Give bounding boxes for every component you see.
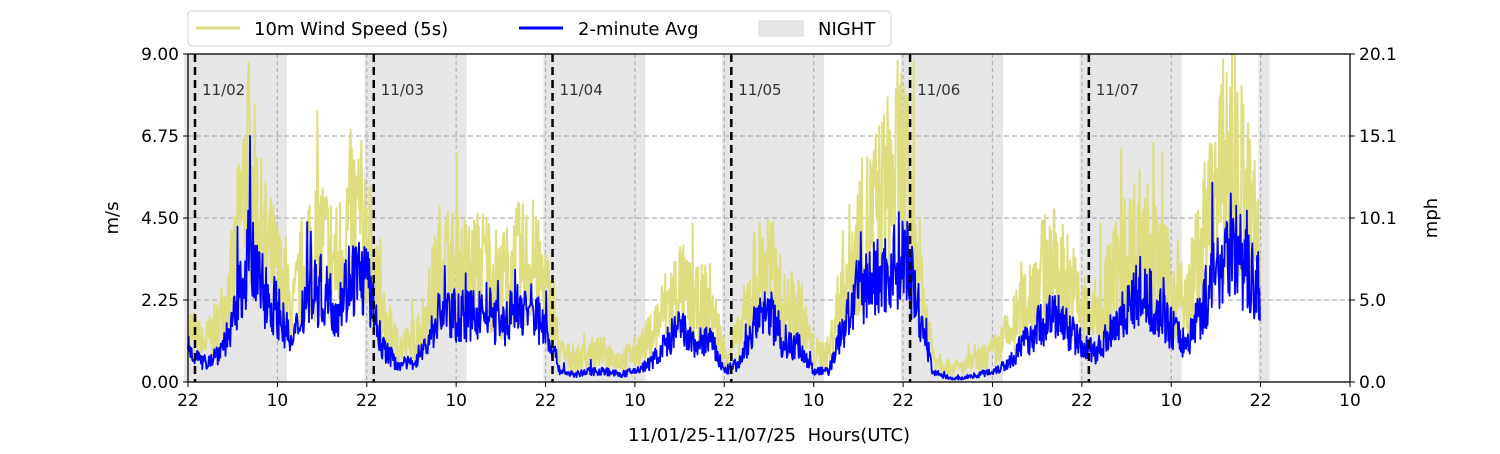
legend-label-2min-avg: 2-minute Avg [578,19,699,40]
day-marker-label: 11/05 [738,81,781,99]
day-marker-layer: 11/02 11/03 11/04 11/05 11/06 11/07 [193,54,1139,382]
y-tick-label-right: 20.1 [1359,45,1397,65]
day-marker-label: 11/07 [1096,81,1139,99]
legend-label-night: NIGHT [818,19,876,40]
y-tick-label-right: 10.1 [1359,209,1397,229]
x-tick-label: 10 [267,391,289,411]
x-tick-label: 22 [356,391,378,411]
y-tick-label-right: 5.0 [1359,291,1386,311]
legend: 10m Wind Speed (5s) 2-minute Avg NIGHT [187,10,892,47]
y-tick-label-left: 4.50 [141,209,179,229]
x-tick-label: 22 [892,391,914,411]
x-tick-label: 10 [624,391,646,411]
y-tick-label-right: 0.0 [1359,373,1386,393]
x-tick-label: 10 [803,391,825,411]
x-tick-label: 10 [1160,391,1182,411]
day-marker-label: 11/02 [202,81,245,99]
y-tick-label-left: 2.25 [141,291,179,311]
y-axis-label-right: mph [1421,198,1442,238]
day-marker-label: 11/04 [560,81,603,99]
x-tick-label: 22 [177,391,199,411]
y-axis-label-left: m/s [102,202,123,235]
x-tick-label: 10 [1339,391,1361,411]
day-marker-label: 11/06 [917,81,960,99]
x-tick-label: 22 [713,391,735,411]
series-2min-avg [187,134,1261,381]
x-tick-label: 10 [982,391,1004,411]
y-tick-label-left: 9.00 [141,45,179,65]
x-tick-label: 22 [535,391,557,411]
legend-swatch-night [758,20,804,37]
day-marker-label: 11/03 [381,81,424,99]
x-tick-label: 22 [1250,391,1272,411]
y-tick-label-right: 15.1 [1359,127,1397,147]
series-layer [187,53,1261,381]
x-tick-label: 22 [1071,391,1093,411]
y-tick-label-left: 0.00 [141,373,179,393]
legend-label-wind-5s: 10m Wind Speed (5s) [254,19,448,40]
x-tick-label: 10 [445,391,467,411]
y-tick-label-left: 6.75 [141,127,179,147]
x-axis-label: 11/01/25-11/07/25 Hours(UTC) [628,425,910,446]
axis-layer: 22 10 22 10 22 10 22 10 22 10 22 10 22 10 0.00 0.0 2.25 5… [141,45,1397,411]
